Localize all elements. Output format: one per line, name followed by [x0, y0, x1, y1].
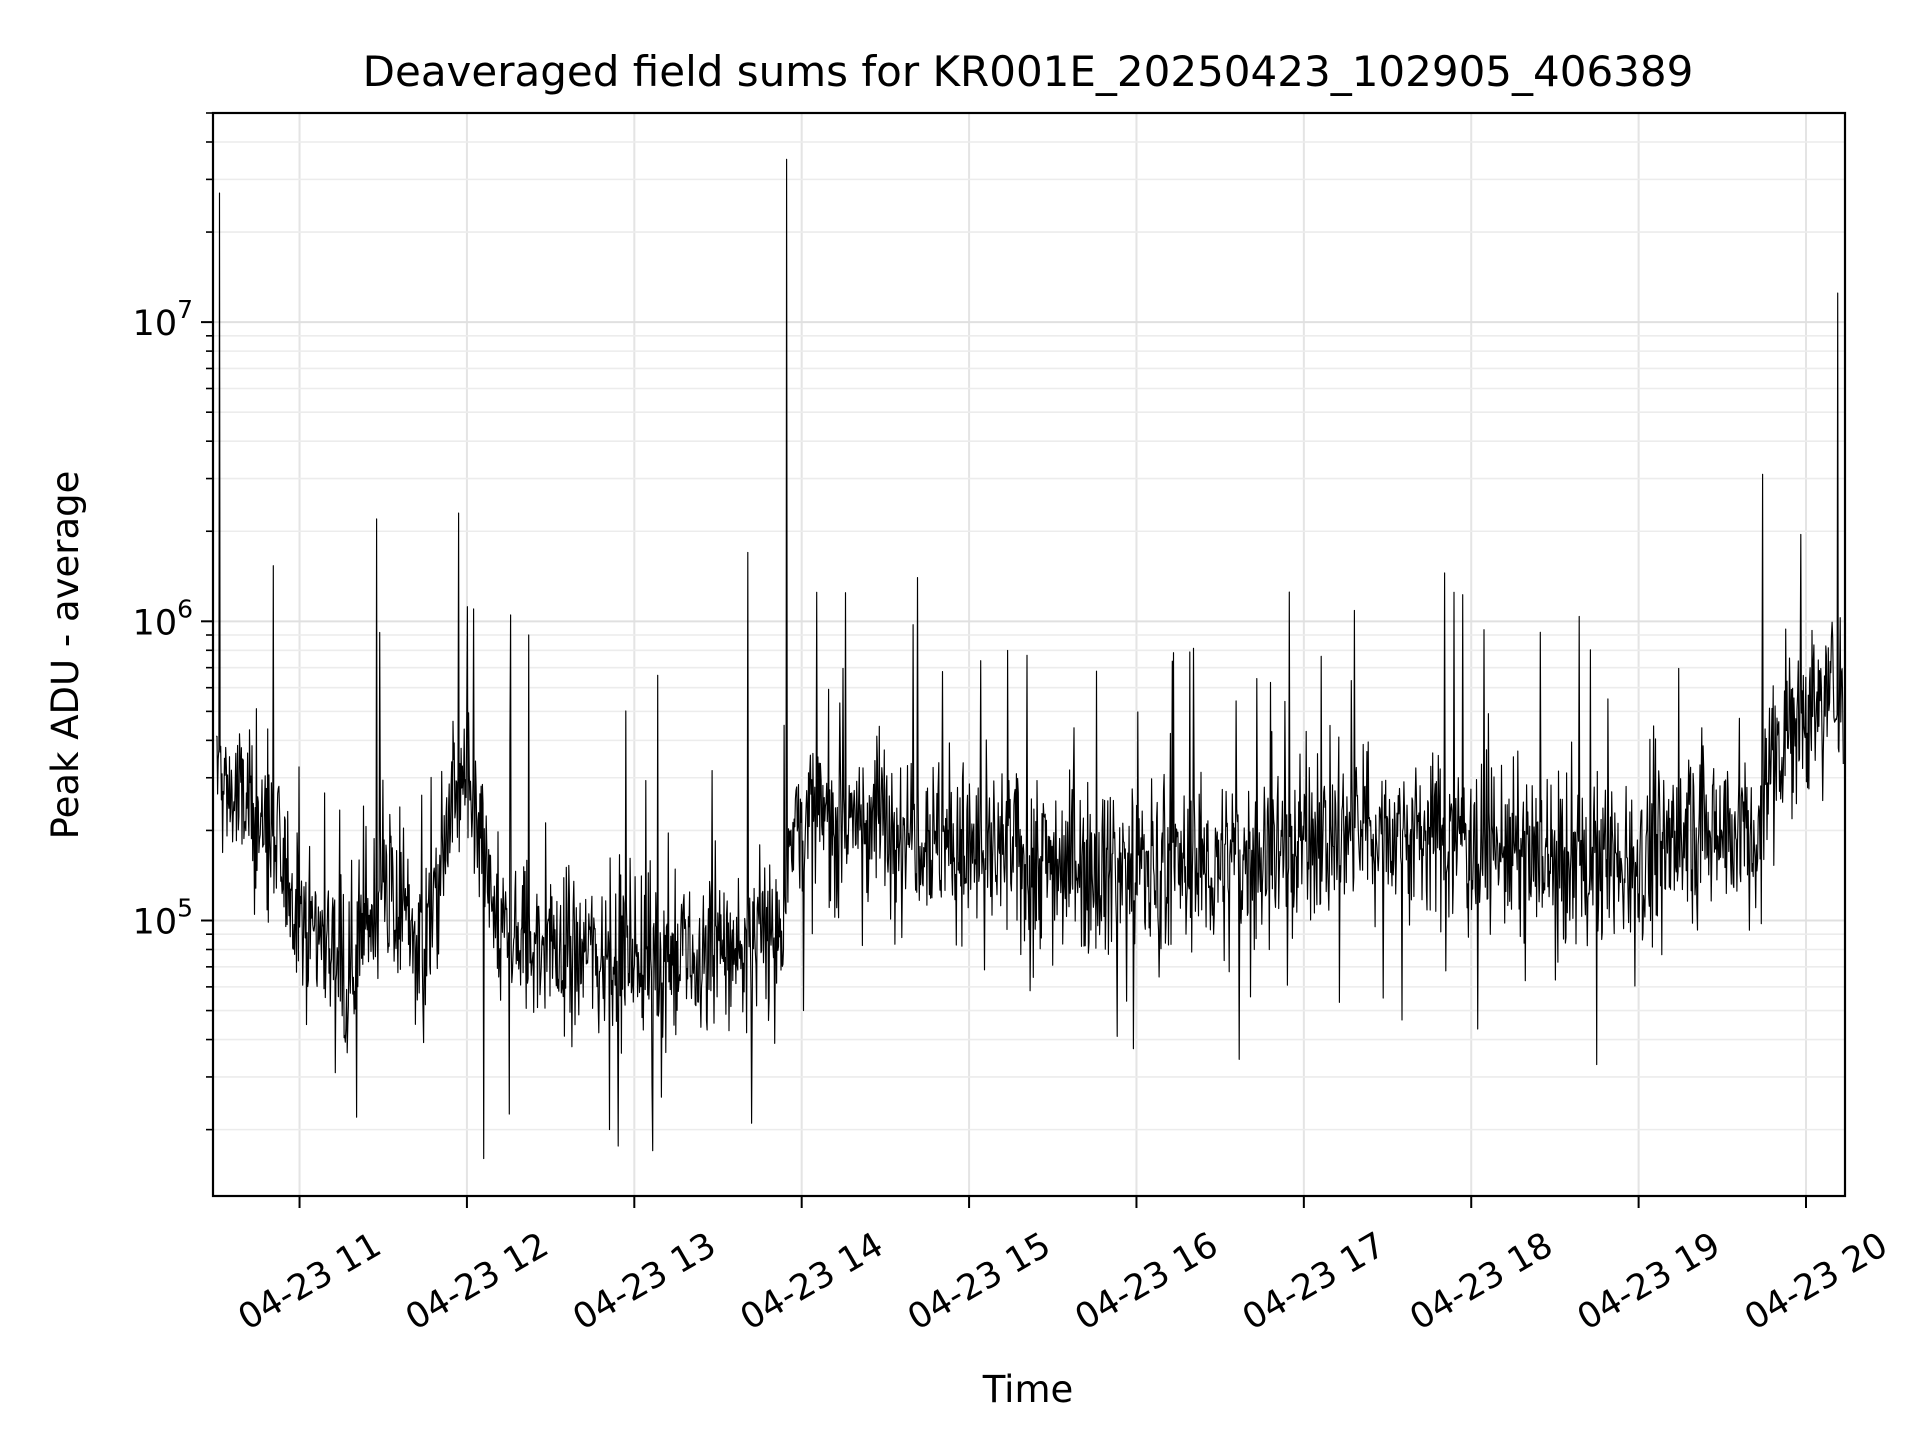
y-tick-exponent: 7: [177, 295, 193, 324]
series-line: [215, 158, 1844, 1160]
chart-title: Deaveraged field sums for KR001E_2025042…: [363, 47, 1694, 96]
y-tick-base: 10: [133, 304, 178, 344]
y-tick-label: 107: [133, 295, 193, 344]
y-axis-label: Peak ADU - average: [44, 471, 87, 840]
y-tick-label: 106: [133, 594, 193, 643]
y-tick-base: 10: [133, 603, 178, 643]
plot-frame: [211, 111, 1847, 1198]
series-line-group: [215, 158, 1844, 1160]
y-tick-label: 105: [133, 894, 193, 943]
y-tick-exponent: 5: [177, 894, 193, 923]
grid: [213, 112, 1845, 1196]
y-tick-exponent: 6: [177, 594, 193, 623]
y-tick-base: 10: [133, 903, 178, 943]
x-axis-label: Time: [982, 1368, 1074, 1411]
